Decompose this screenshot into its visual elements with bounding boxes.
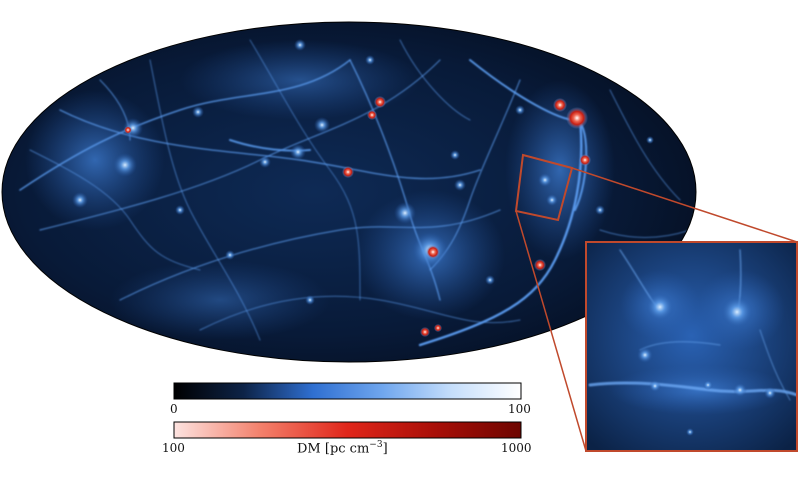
- mollweide-map: [1, 21, 697, 363]
- colorbar-quantity-label: DM [pc cm−3]: [297, 440, 388, 456]
- colorbar-red-min-label: 100: [162, 441, 185, 455]
- quantity-label-close: ]: [382, 441, 388, 457]
- colorbar-blue-min-label: 0: [170, 402, 178, 416]
- colorbar-blue-max-label: 100: [508, 402, 531, 416]
- quantity-label-exponent: −3: [369, 440, 383, 450]
- zoom-region-marker: [514, 153, 798, 452]
- halo-spots: [72, 39, 654, 337]
- zoom-inset-panel: [585, 241, 798, 452]
- colorbar-red-max-label: 1000: [501, 441, 532, 455]
- colorbar-blue: [173, 382, 522, 400]
- cosmic-web-filaments: [19, 39, 691, 347]
- colorbar-red: [173, 421, 522, 439]
- quantity-label-text: DM [pc cm: [297, 441, 370, 457]
